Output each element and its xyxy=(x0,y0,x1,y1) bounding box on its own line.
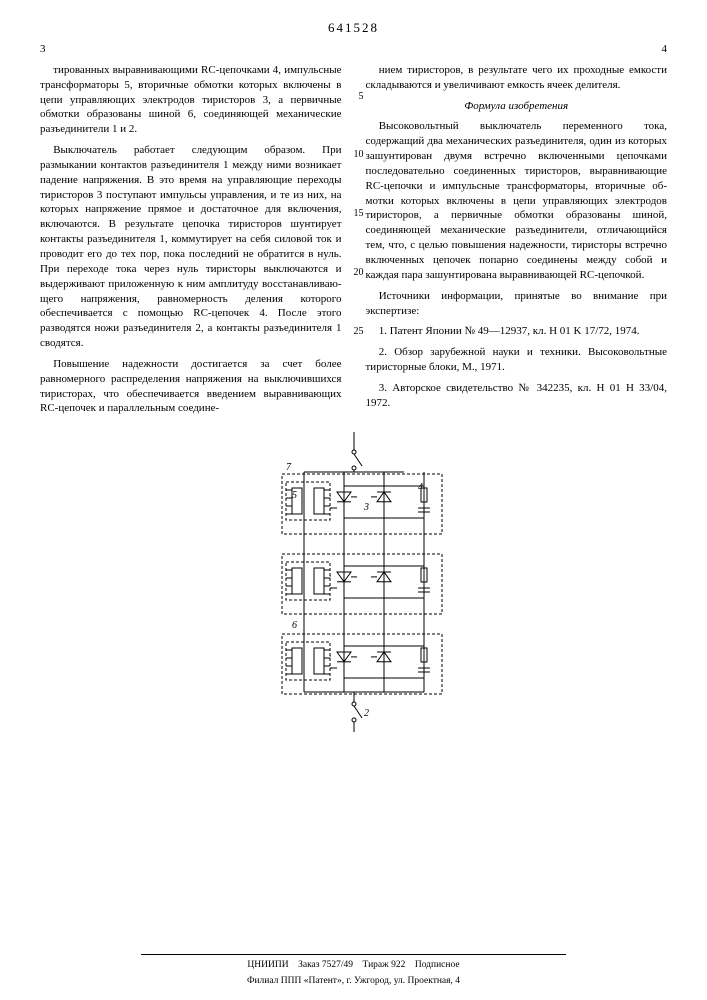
formula-title: Формула изобретения xyxy=(366,99,668,114)
svg-text:4: 4 xyxy=(418,482,423,493)
ref-3: 3. Авторское свидетельство № 342235, кл.… xyxy=(366,381,668,411)
right-page-number: 4 xyxy=(366,42,668,57)
page: 641528 3 тированных выравнивающими RC-це… xyxy=(0,0,707,1000)
footer-org: ЦНИИПИ xyxy=(247,960,288,970)
footer-line2: Филиал ППП «Патент», г. Ужгород, ул. Про… xyxy=(0,975,707,988)
svg-text:5: 5 xyxy=(292,490,297,501)
left-column: 3 тированных выравнивающими RC-цепоч­кам… xyxy=(40,42,342,422)
footer-line1: ЦНИИПИ Заказ 7527/49 Тираж 922 Подписное xyxy=(0,959,707,972)
left-para-1: тированных выравнивающими RC-цепоч­ками … xyxy=(40,63,342,137)
svg-text:3: 3 xyxy=(363,502,369,513)
claim-paragraph: Высоковольтный выключатель перемен­ного … xyxy=(366,119,668,282)
footer-order: Заказ 7527/49 xyxy=(298,960,353,970)
svg-text:6: 6 xyxy=(292,620,297,631)
left-para-2: Выключатель работает следующим обра­зом.… xyxy=(40,143,342,351)
text-columns: 3 тированных выравнивающими RC-цепоч­кам… xyxy=(40,42,667,422)
references: 1. Патент Японии № 49—12937, кл. H 01 K … xyxy=(366,324,668,410)
circuit-svg: 7 5 6 3 4 2 xyxy=(244,432,464,732)
circuit-diagram: 7 5 6 3 4 2 xyxy=(40,432,667,737)
footer-sub: Подписное xyxy=(415,960,460,970)
footer-tirazh: Тираж 922 xyxy=(363,960,406,970)
ref-2: 2. Обзор зарубежной науки и техники. Выс… xyxy=(366,345,668,375)
left-para-3: Повышение надежности достигается за счет… xyxy=(40,357,342,416)
left-page-number: 3 xyxy=(40,42,342,57)
ref-1: 1. Патент Японии № 49—12937, кл. H 01 K … xyxy=(366,324,668,339)
svg-text:2: 2 xyxy=(364,708,369,719)
footer-rule xyxy=(141,954,565,955)
patent-number: 641528 xyxy=(40,20,667,36)
right-column: 510152025 4 нием тиристоров, в результат… xyxy=(366,42,668,422)
footer: ЦНИИПИ Заказ 7527/49 Тираж 922 Подписное… xyxy=(0,950,707,988)
references-intro: Источники информации, принятые во вни­ма… xyxy=(366,289,668,319)
right-top-para: нием тиристоров, в результате чего их пр… xyxy=(366,63,668,93)
svg-text:7: 7 xyxy=(286,462,292,473)
